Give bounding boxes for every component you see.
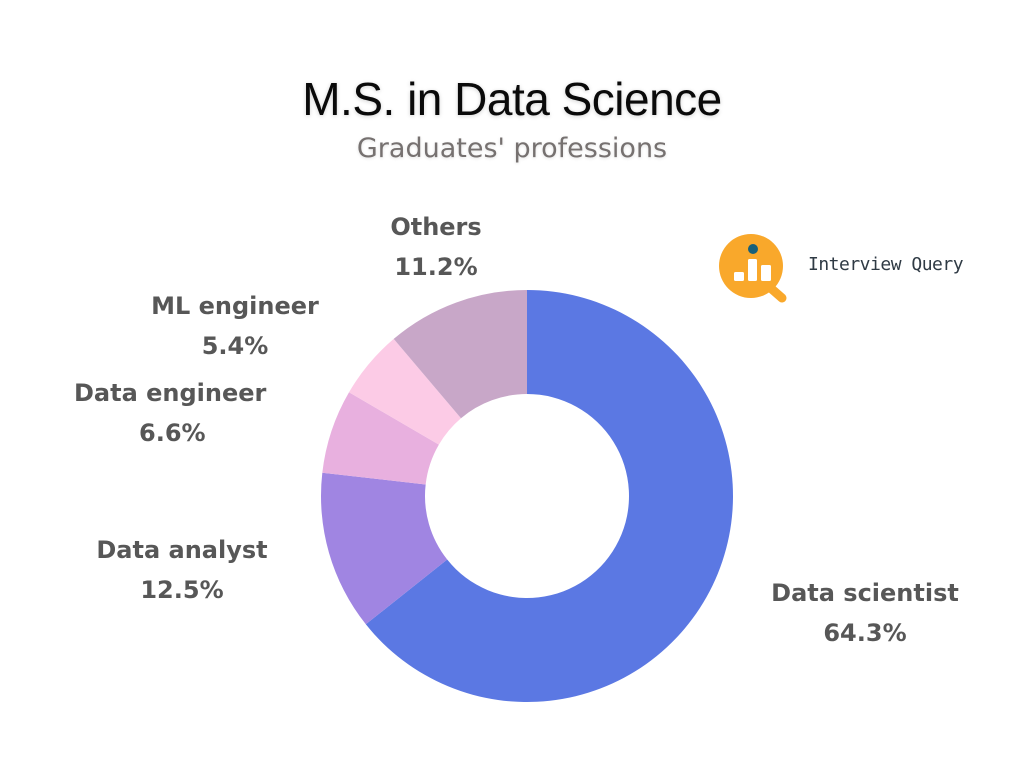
label-name: Data analyst — [96, 536, 268, 564]
label-others: Others 11.2% — [356, 207, 516, 287]
label-value: 64.3% — [823, 619, 907, 647]
magnifier-chart-icon — [719, 234, 787, 303]
label-value: 5.4% — [201, 332, 269, 360]
slice-others — [393, 290, 527, 419]
slice-data-engineer — [322, 392, 439, 485]
chart-title: M.S. in Data Science — [302, 73, 722, 125]
label-name: ML engineer — [151, 292, 319, 320]
label-name: Data engineer — [74, 379, 267, 407]
donut-slices — [320, 290, 733, 702]
chart-subtitle: Graduates' professions — [356, 133, 668, 164]
label-name: Others — [390, 213, 482, 241]
slice-data-analyst — [320, 472, 448, 625]
label-value: 6.6% — [139, 419, 206, 447]
label-value: 11.2% — [394, 253, 478, 281]
slice-ml-engineer — [349, 338, 462, 445]
label-value: 12.5% — [140, 576, 224, 604]
slice-data-scientist — [365, 290, 733, 702]
label-name: Data scientist — [771, 579, 959, 607]
brand-logo: Interview Query — [716, 232, 976, 304]
label-data-scientist: Data scientist 64.3% — [760, 573, 970, 653]
label-ml-engineer: ML engineer 5.4% — [130, 286, 340, 366]
brand-name: Interview Query — [808, 254, 964, 275]
label-data-analyst: Data analyst 12.5% — [72, 530, 292, 610]
label-data-engineer: Data engineer 6.6% — [60, 373, 288, 453]
